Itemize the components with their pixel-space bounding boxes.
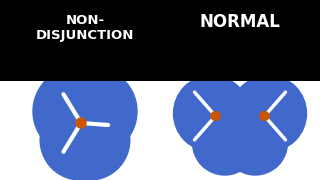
Circle shape — [50, 100, 130, 180]
Circle shape — [33, 67, 121, 155]
Circle shape — [260, 111, 269, 120]
Circle shape — [40, 100, 120, 180]
Circle shape — [173, 75, 250, 151]
Circle shape — [49, 67, 137, 155]
Circle shape — [76, 118, 86, 128]
Text: NORMAL: NORMAL — [200, 13, 280, 31]
Circle shape — [223, 110, 287, 175]
Text: NON-
DISJUNCTION: NON- DISJUNCTION — [36, 15, 134, 42]
Circle shape — [193, 110, 257, 175]
Circle shape — [211, 111, 220, 120]
Circle shape — [230, 75, 307, 151]
